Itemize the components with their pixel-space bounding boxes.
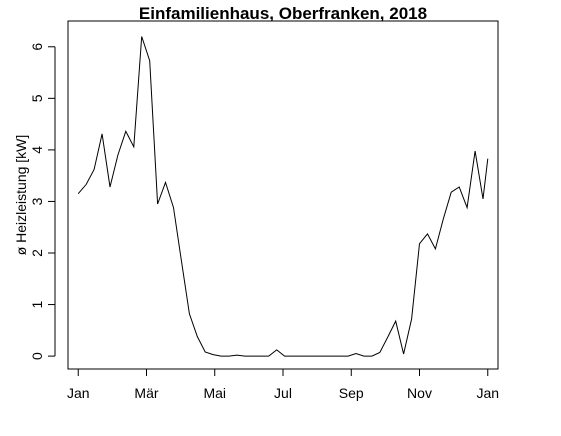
x-tick-label: Jan: [67, 385, 90, 401]
x-axis: Jan Mär Mai Jul Sep Nov Jan: [67, 368, 499, 401]
y-axis-label: ø Heizleistung [kW]: [13, 135, 29, 256]
y-tick-label: 3: [29, 197, 45, 205]
y-tick-label: 1: [29, 300, 45, 308]
heating-power-line: [77, 36, 489, 357]
x-tick-label: Jan: [476, 385, 499, 401]
y-tick-label: 6: [29, 43, 45, 51]
y-tick-label: 5: [29, 94, 45, 102]
chart-title: Einfamilienhaus, Oberfranken, 2018: [139, 4, 427, 23]
x-tick-label: Mai: [203, 385, 226, 401]
x-tick-label: Mär: [134, 385, 158, 401]
x-tick-label: Jul: [274, 385, 292, 401]
x-tick-label: Sep: [339, 385, 364, 401]
plot-frame: [67, 20, 499, 370]
y-tick-label: 2: [29, 249, 45, 257]
y-tick-label: 0: [29, 352, 45, 360]
y-tick-label: 4: [29, 146, 45, 154]
x-tick-label: Nov: [407, 385, 432, 401]
y-axis: 0 1 2 3 4 5 6: [29, 43, 56, 360]
